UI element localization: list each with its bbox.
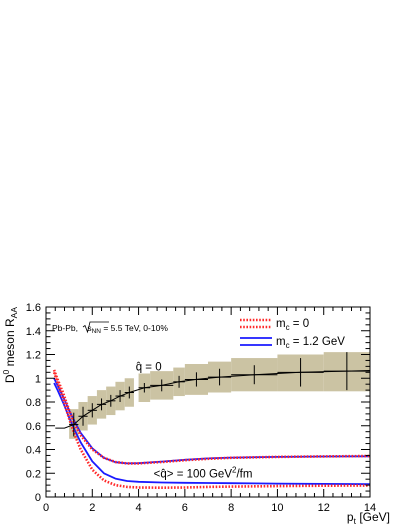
legend-label-massive-main: m (276, 336, 286, 348)
data-point-8 (150, 379, 174, 392)
y-axis-title-sup: 0 (1, 369, 11, 374)
x-tick-label: 2 (89, 502, 95, 514)
curve-solid-0 (53, 377, 371, 465)
legend-label-massless: mc = 0 (276, 318, 309, 332)
data-point-2 (87, 403, 97, 418)
data-point-13 (277, 358, 324, 387)
curve-dotted-3 (52, 371, 371, 490)
y-tick-label: 0.4 (26, 445, 41, 457)
legend-entry-massless: mc = 0 (240, 318, 309, 332)
system-label-post: = 5.5 TeV, 0-10% (101, 323, 168, 333)
y-tick-label: 1.2 (26, 350, 41, 362)
x-tick-label: 6 (182, 502, 188, 514)
data-point-12 (231, 365, 278, 385)
system-label-pre: Pb-Pb, (52, 323, 80, 333)
legend-label-massive-sub: c (286, 341, 290, 350)
x-tick-label: 10 (271, 502, 283, 514)
data-point-1 (78, 406, 88, 426)
x-axis-title-unit: [GeV] (356, 510, 390, 524)
legend-symbol-massive (240, 337, 272, 346)
x-tick-label: 12 (318, 502, 330, 514)
data-point-9 (173, 375, 185, 388)
system-label-sqrt-sub: NN (92, 328, 102, 335)
data-point-3 (96, 398, 107, 411)
legend-symbol-massless (240, 318, 272, 329)
x-tick-label: 14 (364, 502, 376, 514)
y-tick-label: 0.8 (26, 397, 41, 409)
y-tick-label: 0.2 (26, 468, 41, 480)
points-layer (55, 352, 371, 437)
data-point-0 (69, 412, 79, 437)
y-tick-label: 1.4 (26, 326, 41, 338)
x-tick-label: 0 (43, 502, 49, 514)
data-point-5 (115, 390, 125, 402)
curve-layer (52, 369, 371, 490)
legend-label-massless-post: = 0 (290, 318, 310, 330)
axis-ticks (45, 306, 371, 498)
axis-tick-labels: 0 2 4 6 8 10 12 14 0 0.2 0.4 0.6 0.8 1 1.2 1.4 1.6 (26, 302, 376, 514)
x-axis-title: pt [GeV] (347, 510, 390, 526)
legend-label-massive-post: = 1.2 GeV (290, 336, 346, 348)
y-tick-label: 1.6 (26, 302, 41, 314)
annotation-qhat-zero: q̂ = 0 (136, 361, 162, 373)
y-axis-title-mid: meson R (3, 318, 17, 370)
system-label-text: Pb-Pb, sNN = 5.5 TeV, 0-10% (52, 323, 168, 335)
data-point-10 (184, 372, 208, 387)
y-axis-title-sub: AA (9, 307, 19, 319)
data-point-11 (208, 368, 232, 386)
y-axis-title: D0 meson RAA (1, 307, 19, 383)
x-tick-label: 8 (228, 502, 234, 514)
legend: mc = 0 mc = 1.2 GeV (240, 318, 345, 350)
system-label-sqrt-s: s (87, 323, 91, 333)
legend-entry-massive: mc = 1.2 GeV (240, 336, 345, 350)
data-point-7 (138, 383, 151, 393)
annotation-qhat-100-sup: 2 (232, 465, 237, 474)
data-point-4 (106, 394, 116, 407)
x-axis-title-sub: t (354, 516, 357, 526)
y-tick-label: 1 (35, 373, 41, 385)
x-axis-title-main: p (347, 510, 354, 524)
y-tick-label: 0 (35, 492, 41, 504)
data-point-14 (323, 352, 370, 391)
legend-label-massless-sub: c (286, 323, 290, 332)
legend-label-massive: mc = 1.2 GeV (276, 336, 345, 350)
system-label: Pb-Pb, sNN = 5.5 TeV, 0-10% (52, 321, 168, 335)
x-tick-label: 4 (136, 502, 142, 514)
annotation-qhat-100-post: /fm (236, 468, 252, 480)
y-tick-label: 0.6 (26, 421, 41, 433)
annotation-qhat-100: <q̂> = 100 GeV2/fm (154, 465, 253, 480)
sqrt-symbol (82, 321, 109, 334)
legend-label-massless-main: m (276, 318, 286, 330)
annotation-qhat-100-pre: <q̂> = 100 GeV (154, 468, 233, 480)
data-point-6 (124, 386, 134, 399)
y-axis-title-main: D (3, 374, 17, 383)
